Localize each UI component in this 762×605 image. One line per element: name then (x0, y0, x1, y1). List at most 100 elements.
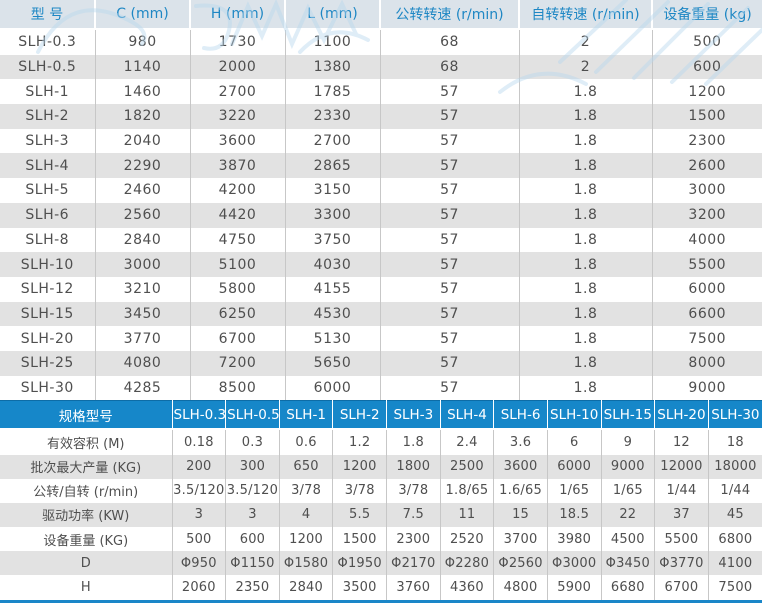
spec-value-cell: 3300 (285, 202, 381, 228)
spec-value-cell: 2700 (190, 79, 286, 105)
spec-value-cell: 5500 (688, 256, 727, 273)
model-value-cell: 4100 (718, 555, 753, 571)
spec-value-cell: 57 (380, 79, 520, 105)
model-value-cell: 1.8/65 (440, 478, 495, 503)
model-value-cell: 2500 (440, 454, 495, 479)
spec-table-row: SLH-0.5 1140 2000 1380 68 2 600 (0, 54, 762, 80)
model-name-cell: SLH-1 (0, 79, 96, 105)
spec-value-cell: 8500 (190, 375, 286, 401)
model-value-cell: Φ2280 (440, 551, 495, 576)
spec-value-cell: 5130 (285, 326, 381, 351)
model-value-cell: 1500 (332, 527, 387, 552)
model-value-cell: 3 (172, 502, 227, 528)
model-name-cell: SLH-25 (0, 350, 96, 376)
model-value-cell: 9000 (601, 454, 656, 479)
model-value-cell: 18000 (714, 459, 757, 475)
model-value-cell: Φ2560 (493, 551, 548, 576)
model-header-row: 规格型号 SLH-0.3 SLH-0.5 SLH-1 SLH-2 SLH-3 SLH-4 SL… (0, 400, 762, 431)
spec-value-cell: 1.8 (519, 202, 653, 228)
model-value-cell: 18 (726, 434, 744, 450)
model-name-cell: SLH-15 (0, 301, 96, 327)
spec-value-cell: 57 (380, 153, 520, 179)
model-value-cell: 300 (225, 454, 280, 479)
model-value-cell: 500 (172, 527, 227, 552)
model-name-cell: SLH-20 (0, 326, 96, 351)
spec-value-cell: 1.8 (519, 178, 653, 203)
spec-value-cell: 1500 (688, 108, 727, 125)
spec-value-cell: 1820 (95, 104, 191, 129)
model-value-cell: 6680 (601, 575, 656, 600)
model-name-cell: SLH-2 (0, 104, 96, 129)
model-value-cell: 5900 (547, 575, 602, 600)
model-value-cell: 22 (601, 502, 656, 528)
model-value-cell: 5500 (654, 527, 709, 552)
spec-value-cell: 57 (380, 350, 520, 376)
spec-value-cell: 4285 (95, 375, 191, 401)
spec-value-cell: 57 (380, 202, 520, 228)
model-value-cell: 1/65 (601, 478, 656, 503)
spec-value-cell: 2330 (285, 104, 381, 129)
model-value-cell: 4800 (493, 575, 548, 600)
spec-value-cell: 2 (519, 54, 653, 80)
model-column-header: SLH-4 (440, 400, 495, 431)
spec-value-cell: 3220 (190, 104, 286, 129)
spec-table-row: SLH-0.3 980 1730 1100 68 2 500 (0, 29, 762, 55)
spec-value-cell: 3000 (688, 182, 727, 199)
spec-value-cell: 2300 (688, 133, 727, 150)
spec-value-cell: 1.8 (519, 375, 653, 401)
spec-value-cell: 2 (519, 29, 653, 55)
spec-value-cell: 3150 (285, 178, 381, 203)
model-value-cell: 200 (172, 454, 227, 479)
model-row-label: 驱动功率 (KW) (0, 502, 173, 528)
model-row-label: 公转/自转 (r/min) (0, 478, 173, 503)
model-column-header: SLH-15 (601, 400, 656, 431)
model-name-cell: SLH-12 (0, 276, 96, 302)
model-value-cell: 12 (654, 429, 709, 455)
model-value-cell: 7.5 (386, 502, 441, 528)
spec-value-cell: 1380 (285, 54, 381, 80)
model-name-cell: SLH-4 (0, 153, 96, 179)
model-name-cell: SLH-5 (0, 178, 96, 203)
model-value-cell: 5.5 (332, 502, 387, 528)
model-column-header: SLH-0.3 (172, 400, 227, 431)
model-value-cell: 2350 (225, 575, 280, 600)
model-column-header: SLH-2 (332, 400, 387, 431)
model-value-cell: 1800 (386, 454, 441, 479)
spec-value-cell: 1.8 (519, 227, 653, 253)
spec-value-cell: 4530 (285, 301, 381, 327)
model-value-cell: 6000 (547, 454, 602, 479)
model-value-cell: Φ1950 (332, 551, 387, 576)
model-value-cell: 6800 (718, 531, 753, 547)
model-value-cell: 1200 (332, 454, 387, 479)
model-row-label: H (0, 575, 173, 600)
model-value-cell: 3/78 (386, 478, 441, 503)
spec-value-cell: 1.8 (519, 276, 653, 302)
spec-value-cell: 3200 (688, 207, 727, 224)
model-value-cell: 2840 (279, 575, 334, 600)
spec-value-cell: 1100 (285, 29, 381, 55)
spec-table-row: SLH-4 2290 3870 2865 57 1.8 2600 (0, 153, 762, 179)
model-value-cell: Φ3000 (547, 551, 602, 576)
spec-value-cell: 1730 (190, 29, 286, 55)
model-value-cell: 37 (654, 502, 709, 528)
spec-table-row: SLH-12 3210 5800 4155 57 1.8 6000 (0, 276, 762, 302)
model-column-header: SLH-20 (654, 400, 709, 431)
spec-value-cell: 3600 (190, 128, 286, 154)
spec-value-cell: 4080 (95, 350, 191, 376)
spec-value-cell: 57 (380, 128, 520, 154)
model-value-cell: 1/44 (654, 478, 709, 503)
spec-value-cell: 57 (380, 178, 520, 203)
spec-column-header: C (mm) (95, 0, 191, 30)
model-value-cell: 3980 (547, 527, 602, 552)
model-column-header: SLH-0.5 (225, 400, 280, 431)
spec-value-cell: 2600 (688, 157, 727, 174)
spec-value-cell: 6250 (190, 301, 286, 327)
model-column-header: SLH-10 (547, 400, 602, 431)
spec-value-cell: 4420 (190, 202, 286, 228)
spec-value-cell: 2290 (95, 153, 191, 179)
spec-table-row: SLH-5 2460 4200 3150 57 1.8 3000 (0, 178, 762, 203)
model-value-cell: Φ3770 (654, 551, 709, 576)
